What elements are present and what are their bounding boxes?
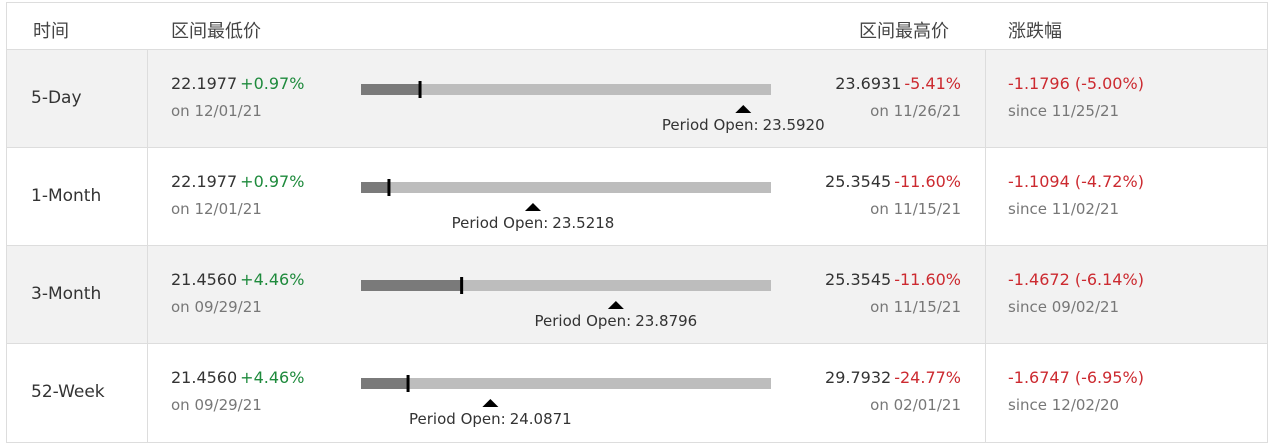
column-divider xyxy=(147,246,148,343)
column-divider xyxy=(985,148,986,245)
open-value: 23.5218 xyxy=(552,214,615,232)
column-divider xyxy=(985,246,986,343)
since-date: since 12/02/20 xyxy=(1008,396,1120,414)
open-marker xyxy=(524,203,541,211)
change: -1.4672 (-6.14%) xyxy=(1008,270,1144,289)
period: 52-Week xyxy=(31,382,105,402)
low-value: 22.1977 xyxy=(171,172,238,191)
high-change: -11.60% xyxy=(894,270,961,289)
high-value: 23.6931 xyxy=(835,74,902,93)
current-marker xyxy=(418,81,422,98)
period-open-label: Period Open: 23.8796 xyxy=(535,312,698,330)
low-line: 21.4560 +4.46% xyxy=(171,368,304,387)
change: -1.1094 (-4.72%) xyxy=(1008,172,1144,191)
column-divider xyxy=(147,344,148,442)
period: 3-Month xyxy=(31,284,102,304)
current-marker xyxy=(387,179,391,196)
header-high: 区间最高价 xyxy=(859,21,949,42)
high-value: 29.7932 xyxy=(825,368,892,387)
range-bar xyxy=(361,179,771,211)
open-value: 23.8796 xyxy=(635,312,698,330)
range-bar xyxy=(361,81,771,113)
table-row: 3-Month 21.4560 +4.46% on 09/29/21 25.3545 -1… xyxy=(7,245,1267,343)
current-marker xyxy=(406,375,410,392)
open-label-text: Period Open: xyxy=(409,410,506,428)
period-open-label: Period Open: 23.5920 xyxy=(662,116,825,134)
open-label-text: Period Open: xyxy=(534,312,632,330)
range-filled xyxy=(361,378,409,389)
table-row: 5-Day 22.1977 +0.97% on 12/01/21 23.6931 -5.4… xyxy=(7,49,1267,147)
open-marker xyxy=(482,399,499,407)
high-line: 25.3545 -11.60% xyxy=(825,270,961,289)
current-marker xyxy=(460,277,464,294)
high-change: -24.77% xyxy=(894,368,961,387)
header-change: 涨跌幅 xyxy=(1008,21,1062,42)
low-value: 21.4560 xyxy=(171,368,238,387)
high-date: on 11/26/21 xyxy=(870,102,961,120)
high-value: 25.3545 xyxy=(825,172,892,191)
header-low: 区间最低价 xyxy=(171,21,261,42)
column-divider xyxy=(147,50,148,147)
range-filled xyxy=(361,84,421,95)
range-track xyxy=(361,182,771,193)
low-line: 22.1977 +0.97% xyxy=(171,74,304,93)
range-track xyxy=(361,84,771,95)
low-date: on 12/01/21 xyxy=(171,102,262,120)
period: 1-Month xyxy=(31,186,102,206)
price-range-table: 时间 区间最低价 区间最高价 涨跌幅 5-Day 22.1977 +0.97% on … xyxy=(6,2,1268,443)
column-divider xyxy=(985,344,986,442)
range-bar xyxy=(361,375,771,407)
open-marker xyxy=(735,105,752,113)
range-filled xyxy=(361,280,462,291)
low-change: +0.97% xyxy=(240,172,305,191)
high-change: -11.60% xyxy=(894,172,961,191)
open-label-text: Period Open: xyxy=(661,116,759,134)
period-open-label: Period Open: 24.0871 xyxy=(409,410,572,428)
table-row: 1-Month 22.1977 +0.97% on 12/01/21 25.3545 -1… xyxy=(7,147,1267,245)
since-date: since 11/02/21 xyxy=(1008,200,1120,218)
low-date: on 12/01/21 xyxy=(171,200,262,218)
low-value: 21.4560 xyxy=(171,270,238,289)
column-divider xyxy=(147,148,148,245)
open-value: 23.5920 xyxy=(762,116,825,134)
range-filled xyxy=(361,182,389,193)
open-value: 24.0871 xyxy=(509,410,572,428)
high-date: on 11/15/21 xyxy=(870,298,961,316)
low-date: on 09/29/21 xyxy=(171,298,262,316)
period-open-label: Period Open: 23.5218 xyxy=(452,214,615,232)
since-date: since 11/25/21 xyxy=(1008,102,1120,120)
period: 5-Day xyxy=(31,88,82,108)
high-date: on 02/01/21 xyxy=(870,396,961,414)
range-bar xyxy=(361,277,771,309)
open-marker xyxy=(607,301,624,309)
high-date: on 11/15/21 xyxy=(870,200,961,218)
low-line: 22.1977 +0.97% xyxy=(171,172,304,191)
low-change: +4.46% xyxy=(240,368,305,387)
header-period: 时间 xyxy=(33,21,69,42)
high-line: 23.6931 -5.41% xyxy=(835,74,961,93)
low-change: +0.97% xyxy=(240,74,305,93)
table-row: 52-Week 21.4560 +4.46% on 09/29/21 29.7932 -2… xyxy=(7,343,1267,442)
high-line: 25.3545 -11.60% xyxy=(825,172,961,191)
since-date: since 09/02/21 xyxy=(1008,298,1120,316)
range-track xyxy=(361,280,771,291)
low-date: on 09/29/21 xyxy=(171,396,262,414)
high-change: -5.41% xyxy=(904,74,961,93)
low-line: 21.4560 +4.46% xyxy=(171,270,304,289)
high-line: 29.7932 -24.77% xyxy=(825,368,961,387)
low-change: +4.46% xyxy=(240,270,305,289)
column-divider xyxy=(985,50,986,147)
open-label-text: Period Open: xyxy=(451,214,549,232)
low-value: 22.1977 xyxy=(171,74,238,93)
change: -1.6747 (-6.95%) xyxy=(1008,368,1144,387)
change: -1.1796 (-5.00%) xyxy=(1008,74,1144,93)
high-value: 25.3545 xyxy=(825,270,892,289)
range-track xyxy=(361,378,771,389)
